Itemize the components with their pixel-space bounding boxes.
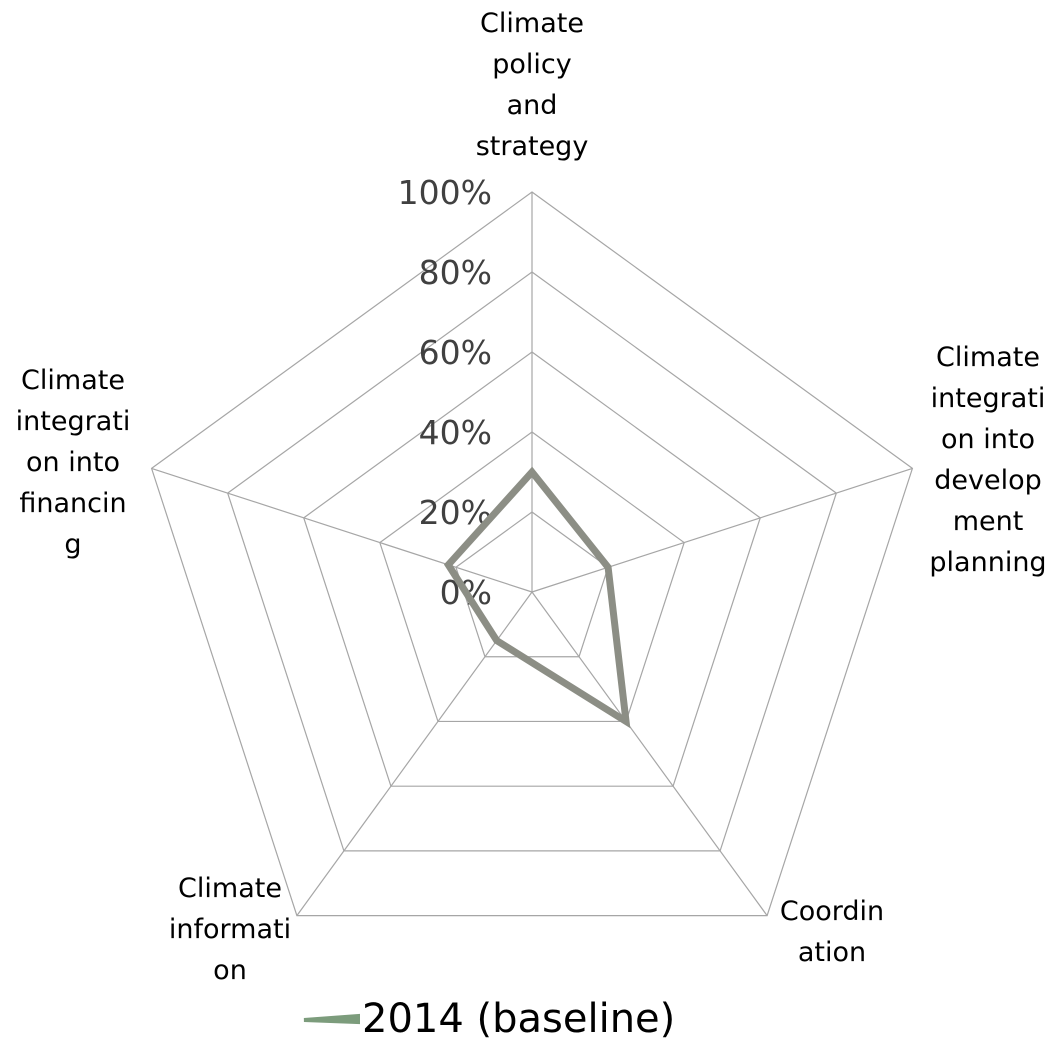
radial-tick-labels: 0%20%40%60%80%100% [398,173,492,612]
category-label: Climate [936,342,1040,373]
tick-label: 60% [419,333,492,372]
category-label: Climate [21,365,125,396]
category-label: planning [929,547,1046,578]
category-label: on into [941,424,1035,455]
category-label: integrati [931,383,1046,414]
category-label: financin [19,488,126,519]
grid-ring [226,271,838,852]
legend-marker [303,1013,360,1025]
category-label: policy [492,49,572,80]
category-label: Climate [178,873,282,904]
radar-spokes [151,192,913,916]
category-label: Climate [480,8,584,39]
grid-ring [455,511,609,658]
legend-label: 2014 (baseline) [362,996,675,1039]
series-layer [443,466,631,729]
grid-spoke [531,467,913,593]
legend: 2014 (baseline) [303,996,675,1039]
tick-label: 100% [398,173,492,212]
grid-ring [379,431,685,723]
tick-label: 80% [419,253,492,292]
category-labels: Climate policy and strategy Climate integrati… [16,8,1047,986]
grid-spoke [531,591,768,916]
category-label: ation [798,937,866,968]
category-label: ment [953,506,1024,537]
category-label: on into [26,447,120,478]
tick-label: 40% [419,413,492,452]
category-label: strategy [476,131,589,162]
category-label: g [64,529,81,560]
category-label: integrati [16,406,131,437]
category-label: Coordin [780,896,884,927]
grid-ring [303,351,761,787]
grid-spoke [296,591,533,916]
grid-spoke [151,467,533,593]
radar-grid [150,191,914,917]
category-label: and [507,90,558,121]
category-label: on [213,955,247,986]
series-line [443,466,631,729]
grid-ring [150,191,914,917]
category-label: informati [169,914,291,945]
category-label: develop [934,465,1042,496]
